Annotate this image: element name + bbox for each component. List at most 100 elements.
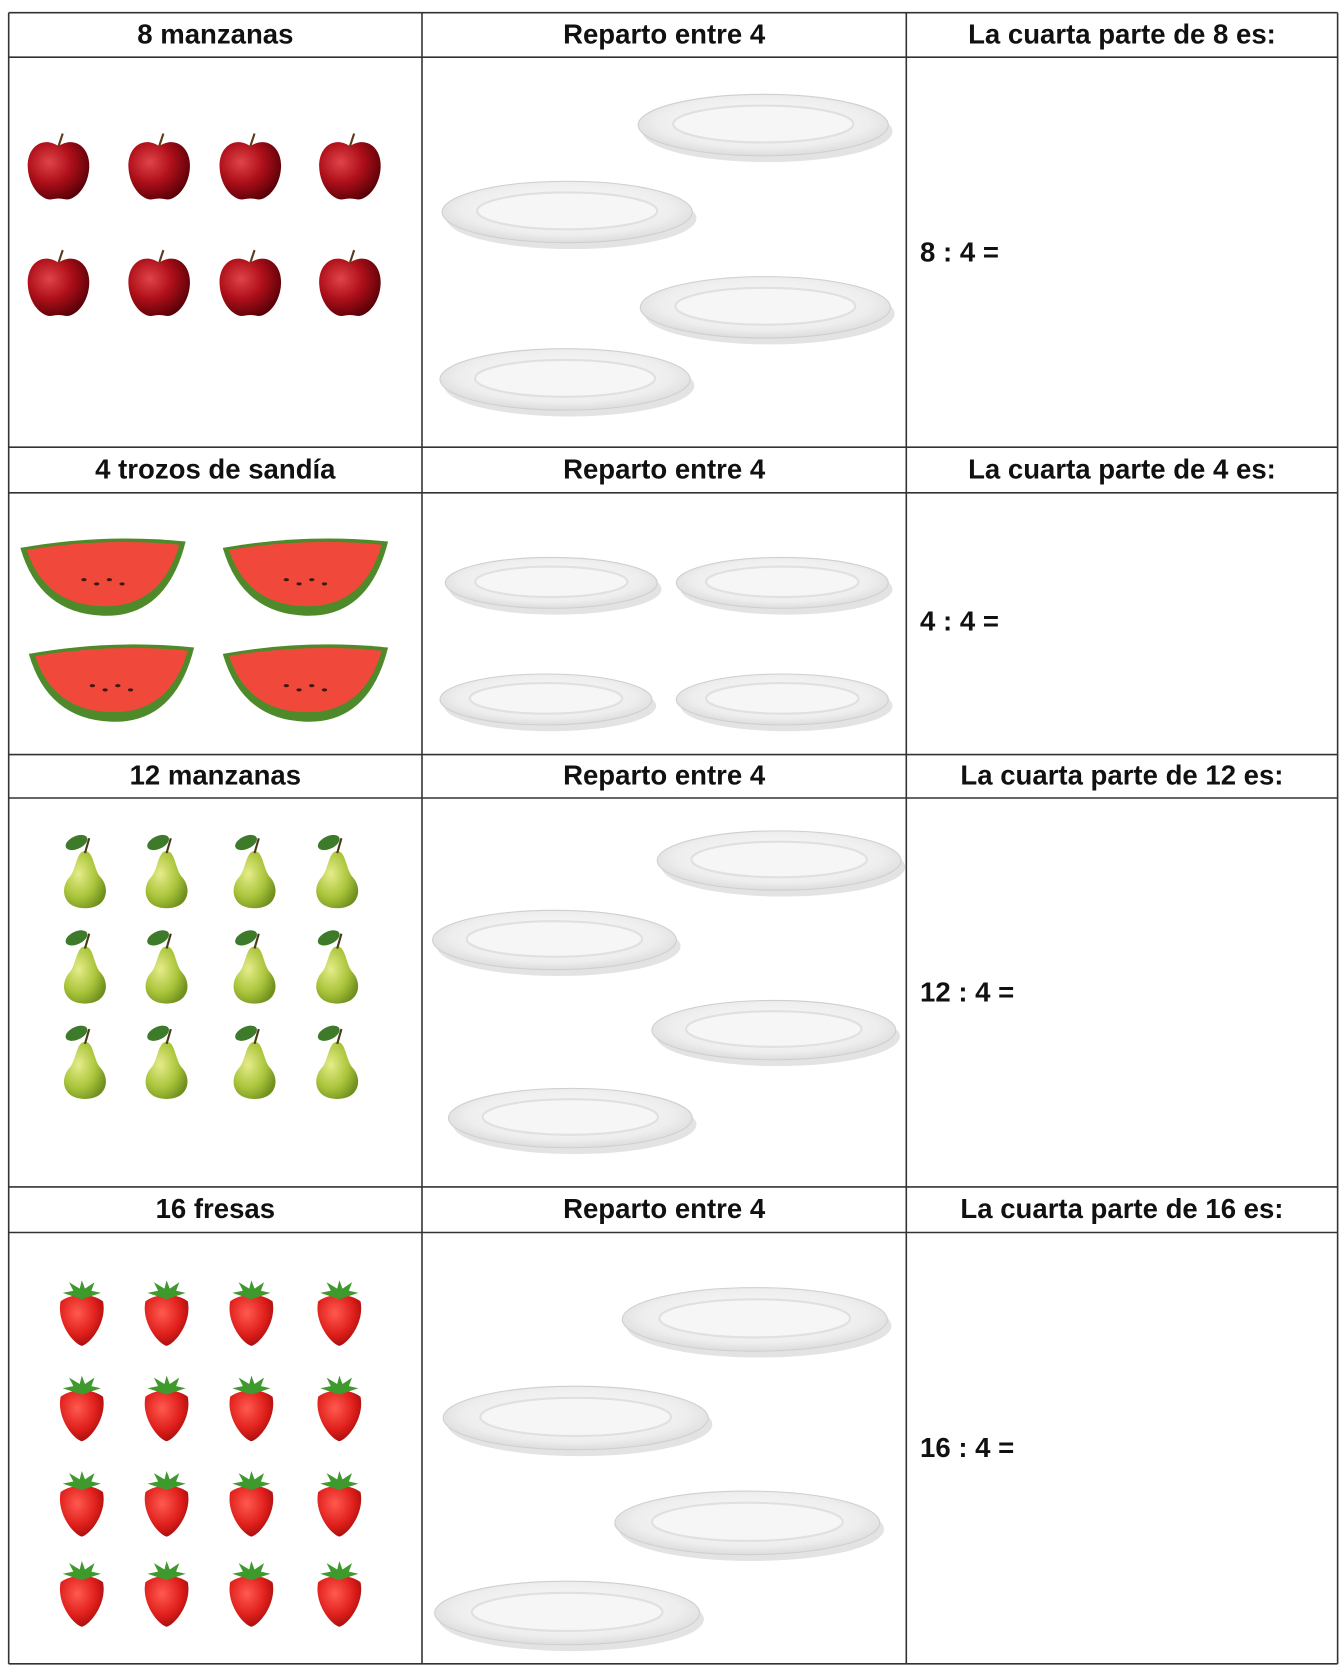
watermelon [20,538,186,616]
plate-well [650,1501,844,1542]
table-text: 8 manzanas Reparto entre 4 La cuarta parte… [95,18,1283,1463]
pear-leaf [65,930,88,946]
strawberry-leaves [232,1561,271,1581]
strawberry [59,1375,104,1442]
apple-stem [158,249,165,264]
illustrations [20,93,906,1652]
plate [444,556,662,615]
melon-seed [93,582,100,586]
melon-seed [309,578,315,582]
equation: 16 : 4 = [920,1432,1014,1463]
pear-stem [336,1028,343,1045]
plate-well [481,1098,660,1136]
strawberry-leaves [62,1561,101,1581]
quantity-header: 12 manzanas [130,760,302,791]
pear [233,834,276,909]
plate-well [476,191,659,231]
apple [27,249,90,317]
strawberry [59,1280,104,1346]
melon-seed [321,688,328,692]
plate [447,1087,697,1155]
part-header: La cuarta parte de 4 es: [968,453,1276,484]
strawberry [229,1561,274,1627]
strawberry-leaves [320,1470,359,1491]
pear-leaf [147,930,170,946]
share-header: Reparto entre 4 [563,760,766,791]
plate [442,1385,713,1457]
pear-body [316,850,359,909]
pear-body [233,946,276,1004]
melon-flesh [26,541,180,607]
share-header: Reparto entre 4 [563,1193,766,1224]
pear [316,834,359,909]
table-grid [7,11,1339,1665]
share-header: Reparto entre 4 [563,453,766,484]
melon-seed [309,684,315,688]
strawberry-body [317,1575,362,1627]
strawberry-body [59,1390,104,1442]
part-header: La cuarta parte de 12 es: [960,760,1283,791]
apple [319,249,381,317]
plate [432,909,681,977]
melon-seed [127,688,134,692]
strawberry [144,1561,189,1627]
pear-leaf [235,1025,257,1041]
apple [219,133,282,200]
apple-body [219,142,282,200]
plate [614,1490,885,1562]
apple [128,249,190,317]
plate [637,93,893,163]
strawberry [317,1561,362,1627]
strawberry-body [144,1295,189,1346]
pear-body [145,946,188,1004]
pear-leaf [65,1025,88,1041]
pear-body [64,850,106,909]
melon-seed [119,582,125,586]
strawberry [317,1375,362,1442]
strawberry-body [229,1575,274,1627]
melon-seed [115,684,121,688]
strawberry-leaves [320,1280,359,1300]
pear-body [233,850,276,909]
apple-body [128,142,190,200]
melon-seed [296,582,302,586]
strawberry-leaves [232,1375,271,1395]
plate [439,673,657,732]
quantity-header: 4 trozos de sandía [95,453,336,484]
watermelon [222,644,389,722]
pear-stem [83,933,91,949]
pear-stem [253,1028,260,1045]
strawberry [144,1280,189,1346]
plate-well [672,104,855,144]
plate [621,1287,892,1358]
plate [675,556,893,615]
pear-leaf [235,930,257,946]
strawberry-body [144,1575,189,1627]
pear-stem [253,837,260,854]
quantity-header: 16 fresas [156,1193,275,1224]
pear [145,930,188,1004]
pear-leaf [317,1025,340,1041]
apple-stem [57,133,64,147]
watermelon [28,644,195,722]
plate-well [674,286,857,326]
melon-seed [102,688,108,692]
plate-well [479,1396,673,1438]
pear [145,834,188,909]
pear-leaf [317,930,340,946]
plate-well [658,1298,852,1339]
strawberry-leaves [232,1470,271,1491]
pear-stem [165,837,172,854]
melon-flesh [229,647,382,713]
share-header: Reparto entre 4 [563,18,766,49]
pear-stem [83,837,91,854]
strawberry [317,1470,362,1537]
plate [651,999,900,1067]
pear-stem [253,933,260,949]
strawberry-body [229,1485,274,1537]
plate-well [468,682,624,715]
apple [128,133,190,200]
strawberry-body [317,1295,362,1346]
pear-stem [336,933,343,949]
